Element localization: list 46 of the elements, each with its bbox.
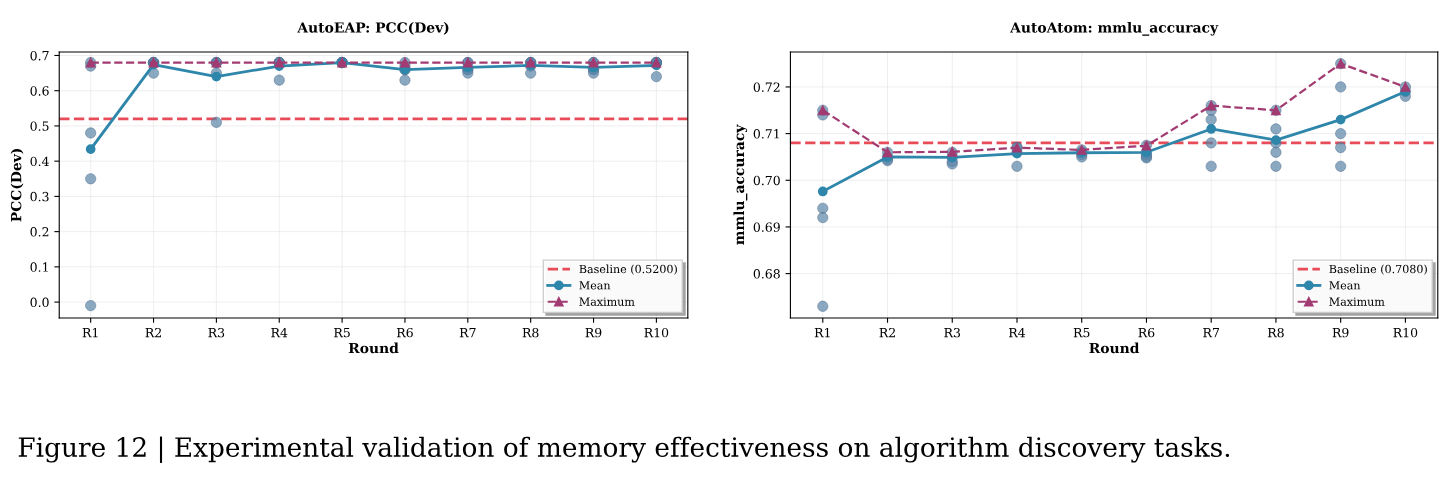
x-tick-label: R9 [585,327,602,338]
y-tick-label: 0.5 [30,121,49,131]
x-tick-label: R3 [944,327,961,338]
y-axis-title: mmlu_accuracy [733,124,748,245]
y-tick-label: 0.1 [30,262,48,272]
caption: Figure 12 | Experimental validation of memory effectiveness on algorithm discovery tasks. [18,436,1230,463]
y-tick-label: 0.7 [30,50,49,61]
legend-label: Mean [579,281,611,290]
y-tick-label: 0.4 [30,156,49,167]
x-tick-label: R6 [1138,327,1155,338]
y-tick-label: 0.3 [30,191,49,202]
x-tick-label: R1 [82,327,98,338]
legend-label: Baseline (0.7080) [1329,264,1427,275]
y-tick-label: 0.69 [753,222,780,232]
x-tick-label: R4 [271,327,288,338]
x-axis-title: Round [348,342,399,354]
y-tick-label: 0.70 [753,175,780,186]
x-tick-label: R2 [879,327,895,338]
chart-title: AutoAtom: mmlu_accuracy [1009,21,1219,36]
x-tick-label: R10 [1393,327,1418,338]
y-tick-label: 0.0 [30,297,49,308]
y-axis-title: PCC(Dev) [10,148,24,222]
x-tick-label: R5 [1073,328,1090,338]
x-tick-label: R5 [334,328,350,338]
x-tick-label: R6 [396,327,413,338]
chart-title: AutoEAP: PCC(Dev) [297,21,449,35]
legend-label: Maximum [579,297,635,306]
legend-label: Baseline (0.5200) [579,264,677,275]
legend-label: Maximum [1329,297,1385,306]
x-tick-label: R1 [814,327,830,338]
x-axis-title: Round [1089,342,1140,354]
x-tick-label: R2 [145,327,161,338]
y-tick-label: 0.6 [30,86,49,96]
x-tick-label: R4 [1009,327,1026,338]
x-tick-label: R9 [1332,327,1349,338]
x-tick-label: R8 [1267,327,1284,338]
x-tick-label: R3 [208,327,225,338]
y-tick-label: 0.71 [753,129,779,139]
y-tick-label: 0.68 [753,269,780,279]
y-tick-label: 0.72 [753,82,780,92]
x-tick-label: R7 [1203,328,1219,338]
x-tick-label: R8 [522,327,539,338]
x-tick-label: R10 [644,327,669,338]
legend-label: Mean [1329,281,1361,290]
y-tick-label: 0.2 [30,227,49,237]
x-tick-label: R7 [459,328,476,338]
